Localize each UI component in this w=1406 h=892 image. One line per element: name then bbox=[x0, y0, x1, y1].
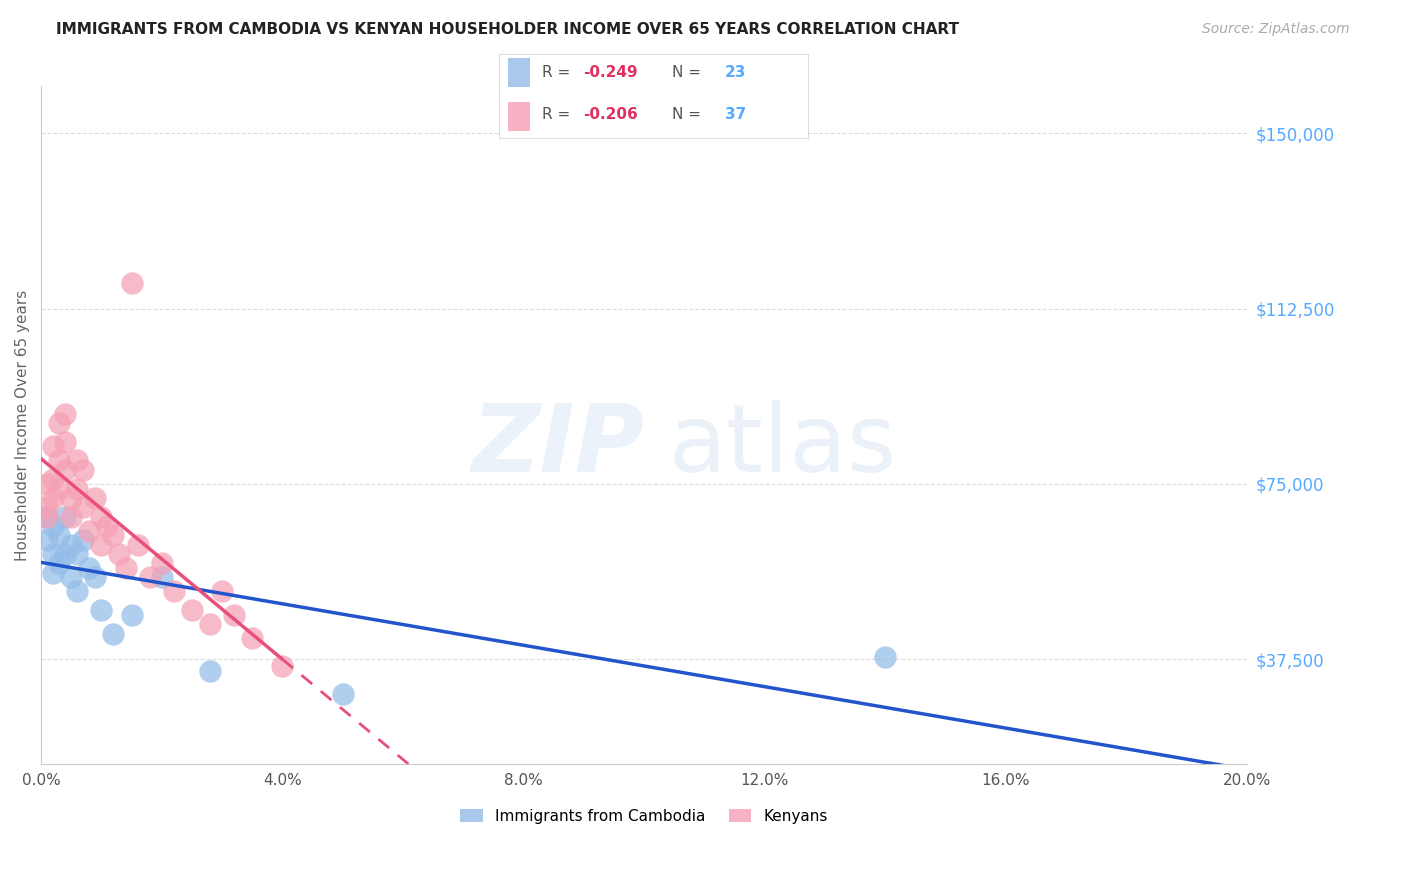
Point bbox=[121, 276, 143, 290]
Point bbox=[90, 538, 112, 552]
Text: 23: 23 bbox=[725, 65, 747, 80]
Point bbox=[48, 528, 70, 542]
Point bbox=[114, 561, 136, 575]
Point bbox=[66, 584, 89, 599]
Point bbox=[271, 659, 294, 673]
Point bbox=[60, 570, 83, 584]
Text: N =: N = bbox=[672, 107, 706, 122]
Point bbox=[121, 607, 143, 622]
Point bbox=[53, 463, 76, 477]
Point bbox=[66, 482, 89, 496]
Point bbox=[53, 509, 76, 524]
Point bbox=[48, 416, 70, 430]
Point bbox=[48, 482, 70, 496]
Text: -0.206: -0.206 bbox=[582, 107, 637, 122]
Point bbox=[72, 533, 94, 547]
Point bbox=[222, 607, 245, 622]
Point bbox=[84, 570, 107, 584]
Point bbox=[42, 566, 65, 580]
Point bbox=[79, 524, 101, 538]
Point bbox=[66, 453, 89, 467]
Point bbox=[37, 476, 59, 491]
Point bbox=[42, 491, 65, 505]
Point bbox=[53, 547, 76, 561]
Point bbox=[332, 687, 354, 701]
Point bbox=[150, 557, 173, 571]
Legend: Immigrants from Cambodia, Kenyans: Immigrants from Cambodia, Kenyans bbox=[453, 801, 835, 831]
Text: 37: 37 bbox=[725, 107, 747, 122]
Point bbox=[60, 509, 83, 524]
Point bbox=[103, 626, 125, 640]
Point bbox=[127, 538, 149, 552]
Point bbox=[96, 519, 118, 533]
Point bbox=[42, 547, 65, 561]
Point bbox=[211, 584, 233, 599]
Text: R =: R = bbox=[543, 65, 575, 80]
Text: R =: R = bbox=[543, 107, 575, 122]
Point bbox=[37, 500, 59, 515]
Point bbox=[48, 557, 70, 571]
Point bbox=[240, 631, 263, 645]
Point bbox=[103, 528, 125, 542]
Point bbox=[48, 453, 70, 467]
Point bbox=[79, 561, 101, 575]
Point bbox=[72, 463, 94, 477]
Text: atlas: atlas bbox=[668, 400, 897, 491]
Point bbox=[42, 519, 65, 533]
Point bbox=[90, 509, 112, 524]
Text: ZIP: ZIP bbox=[471, 400, 644, 491]
Point bbox=[42, 472, 65, 486]
Point bbox=[53, 434, 76, 449]
Point bbox=[150, 570, 173, 584]
Text: N =: N = bbox=[672, 65, 706, 80]
Bar bbox=[509, 102, 530, 131]
Point bbox=[180, 603, 202, 617]
Text: -0.249: -0.249 bbox=[582, 65, 637, 80]
Point bbox=[66, 547, 89, 561]
Point bbox=[60, 538, 83, 552]
Point bbox=[53, 407, 76, 421]
Point bbox=[198, 664, 221, 678]
Point bbox=[163, 584, 186, 599]
Point bbox=[198, 617, 221, 632]
Point bbox=[37, 509, 59, 524]
Point bbox=[90, 603, 112, 617]
Point bbox=[60, 491, 83, 505]
Point bbox=[84, 491, 107, 505]
Point bbox=[72, 500, 94, 515]
Y-axis label: Householder Income Over 65 years: Householder Income Over 65 years bbox=[15, 290, 30, 561]
Point bbox=[42, 440, 65, 454]
Bar bbox=[509, 58, 530, 87]
Point bbox=[108, 547, 131, 561]
Point bbox=[138, 570, 160, 584]
Text: IMMIGRANTS FROM CAMBODIA VS KENYAN HOUSEHOLDER INCOME OVER 65 YEARS CORRELATION : IMMIGRANTS FROM CAMBODIA VS KENYAN HOUSE… bbox=[56, 22, 959, 37]
Point bbox=[875, 649, 897, 664]
Text: Source: ZipAtlas.com: Source: ZipAtlas.com bbox=[1202, 22, 1350, 37]
Point bbox=[37, 533, 59, 547]
Point bbox=[37, 509, 59, 524]
